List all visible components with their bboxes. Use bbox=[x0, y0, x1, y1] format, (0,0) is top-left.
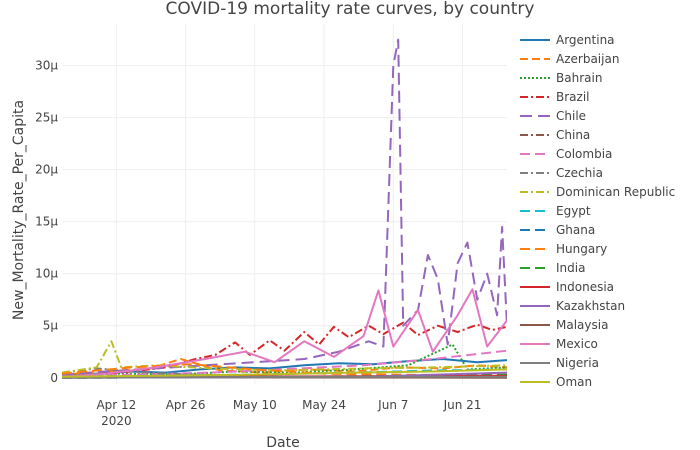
legend-label: Hungary bbox=[556, 242, 607, 256]
chart-title: COVID-19 mortality rate curves, by count… bbox=[166, 0, 535, 19]
x-tick-label: May 24 bbox=[302, 398, 346, 412]
legend-item-china[interactable]: China bbox=[520, 128, 590, 142]
legend-item-kazakhstan[interactable]: Kazakhstan bbox=[520, 299, 625, 313]
series-line-colombia bbox=[62, 349, 507, 378]
y-axis-ticks: 0 5µ 10µ 15µ 20µ 25µ 30µ bbox=[35, 59, 58, 385]
legend-item-czechia[interactable]: Czechia bbox=[520, 166, 603, 180]
legend-item-india[interactable]: India bbox=[520, 261, 585, 275]
legend-item-argentina[interactable]: Argentina bbox=[520, 33, 615, 47]
legend-label: Czechia bbox=[556, 166, 603, 180]
y-tick-label: 30µ bbox=[35, 59, 58, 73]
legend-item-brazil[interactable]: Brazil bbox=[520, 90, 590, 104]
legend-label: Indonesia bbox=[556, 280, 614, 294]
x-axis-ticks: Apr 12 2020 Apr 26 May 10 May 24 Jun 7 Jun 21 bbox=[96, 398, 481, 428]
legend-label: Egypt bbox=[556, 204, 591, 218]
series-line-mexico bbox=[62, 288, 507, 378]
y-tick-label: 15µ bbox=[35, 215, 58, 229]
series-line-chile bbox=[62, 38, 507, 376]
legend-label: China bbox=[556, 128, 590, 142]
legend-item-ghana[interactable]: Ghana bbox=[520, 223, 595, 237]
x-axis-title: Date bbox=[266, 435, 299, 450]
legend-label: Kazakhstan bbox=[556, 299, 625, 313]
legend-item-colombia[interactable]: Colombia bbox=[520, 147, 612, 161]
series-line-dominican-republic bbox=[62, 340, 507, 374]
legend-item-nigeria[interactable]: Nigeria bbox=[520, 356, 599, 370]
y-tick-label: 25µ bbox=[35, 111, 58, 125]
grid-lines bbox=[62, 24, 507, 384]
legend-item-oman[interactable]: Oman bbox=[520, 375, 592, 389]
legend-label: Azerbaijan bbox=[556, 52, 619, 66]
legend-label: India bbox=[556, 261, 585, 275]
series-line-oman bbox=[62, 368, 507, 378]
legend-label: Oman bbox=[556, 375, 592, 389]
legend-label: Colombia bbox=[556, 147, 612, 161]
legend-label: Brazil bbox=[556, 90, 590, 104]
legend-item-mexico[interactable]: Mexico bbox=[520, 337, 598, 351]
legend-item-egypt[interactable]: Egypt bbox=[520, 204, 591, 218]
legend-label: Dominican Republic bbox=[556, 185, 675, 199]
series-line-hungary bbox=[62, 363, 507, 377]
y-tick-label: 20µ bbox=[35, 163, 58, 177]
x-tick-label: Jun 7 bbox=[377, 398, 408, 412]
x-tick-label: Apr 26 bbox=[166, 398, 206, 412]
legend[interactable]: Argentina Azerbaijan Bahrain Brazil Chile Chi… bbox=[520, 33, 675, 389]
x-tick-label: May 10 bbox=[233, 398, 277, 412]
legend-label: Malaysia bbox=[556, 318, 608, 332]
legend-label: Chile bbox=[556, 109, 586, 123]
y-tick-label: 5µ bbox=[43, 319, 59, 333]
series-line-nigeria bbox=[62, 375, 507, 379]
legend-label: Bahrain bbox=[556, 71, 602, 85]
legend-label: Ghana bbox=[556, 223, 595, 237]
x-tick-label: Apr 12 bbox=[96, 398, 136, 412]
y-tick-label: 10µ bbox=[35, 267, 58, 281]
legend-item-azerbaijan[interactable]: Azerbaijan bbox=[520, 52, 619, 66]
legend-item-hungary[interactable]: Hungary bbox=[520, 242, 607, 256]
x-tick-label: Jun 21 bbox=[443, 398, 482, 412]
legend-item-dominican-republic[interactable]: Dominican Republic bbox=[520, 185, 675, 199]
legend-label: Nigeria bbox=[556, 356, 599, 370]
legend-item-bahrain[interactable]: Bahrain bbox=[520, 71, 602, 85]
legend-item-chile[interactable]: Chile bbox=[520, 109, 586, 123]
legend-item-malaysia[interactable]: Malaysia bbox=[520, 318, 608, 332]
y-tick-label: 0 bbox=[50, 371, 58, 385]
legend-label: Mexico bbox=[556, 337, 598, 351]
y-axis-title: New_Mortality_Rate_Per_Capita bbox=[11, 100, 27, 320]
legend-item-indonesia[interactable]: Indonesia bbox=[520, 280, 614, 294]
x-tick-sublabel: 2020 bbox=[101, 414, 132, 428]
series-lines bbox=[62, 38, 507, 379]
legend-label: Argentina bbox=[556, 33, 615, 47]
